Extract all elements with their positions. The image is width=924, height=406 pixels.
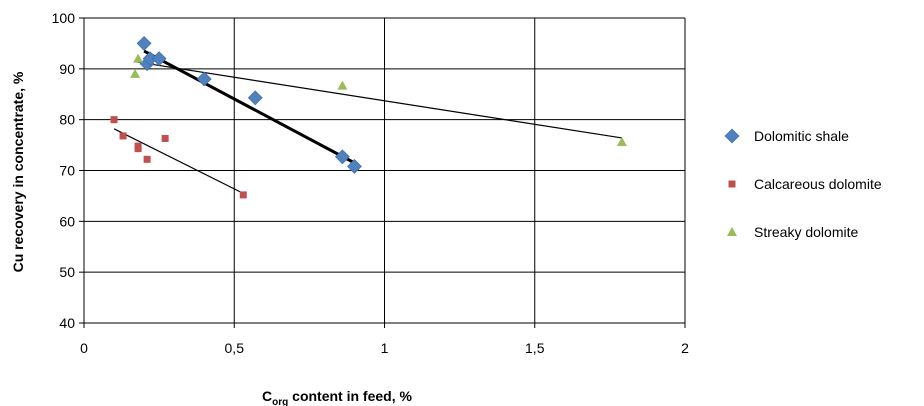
legend-label-streaky-dolomite: Streaky dolomite <box>754 224 858 240</box>
calcareous-dolomite-point <box>161 134 169 142</box>
dolomitic-shale-point <box>335 149 350 165</box>
x-tick-label: 0 <box>80 340 88 356</box>
y-tick-label: 70 <box>59 163 75 179</box>
y-tick-label: 50 <box>59 264 75 280</box>
x-axis-title-rest: content in feed, % <box>288 388 412 404</box>
legend-marker-calcareous-dolomite <box>728 180 736 188</box>
streaky-dolomite-point <box>337 80 348 90</box>
trendlines <box>113 49 622 194</box>
streaky-dolomite-trendline <box>134 61 622 139</box>
calcareous-dolomite-point <box>119 132 127 140</box>
legend-label-calcareous-dolomite: Calcareous dolomite <box>754 176 882 192</box>
data-points <box>110 35 627 199</box>
calcareous-dolomite-point <box>110 116 118 124</box>
calcareous-dolomite-point <box>134 145 142 153</box>
x-axis-title: Corg content in feed, % <box>262 388 412 406</box>
calcareous-dolomite-point <box>239 191 247 199</box>
tick-labels: 40 50 60 70 80 90 100 0 0,5 1 1,5 2 <box>52 10 689 356</box>
x-axis-title-main: C <box>262 388 272 404</box>
grid-lines <box>84 17 686 324</box>
y-tick-label: 90 <box>59 61 75 77</box>
x-tick-label: 2 <box>681 340 689 356</box>
legend-label-dolomitic-shale: Dolomitic shale <box>754 128 849 144</box>
legend-marker-dolomitic-shale <box>724 128 740 144</box>
y-axis-title: Cu recovery in concentrate, % <box>10 71 26 272</box>
x-tick-label: 0,5 <box>225 340 245 356</box>
calcareous-dolomite-point <box>143 155 151 163</box>
x-tick-label: 1 <box>381 340 389 356</box>
dolomitic-shale-point <box>151 51 167 67</box>
dolomitic-shale-trendline <box>143 49 356 165</box>
x-axis-title-subscript: org <box>272 397 288 406</box>
calcareous-dolomite-trendline <box>113 128 244 194</box>
x-tick-label: 1,5 <box>525 340 545 356</box>
streaky-dolomite-point <box>133 53 144 63</box>
dolomitic-shale-point <box>247 90 263 106</box>
dolomitic-shale-point <box>196 71 212 87</box>
legend: Dolomitic shale Calcareous dolomite Streak… <box>724 128 882 240</box>
streaky-dolomite-point <box>616 137 627 147</box>
dolomitic-shale-point <box>136 35 152 51</box>
y-tick-label: 100 <box>52 10 76 26</box>
dolomitic-shale-point <box>347 159 362 174</box>
y-tick-label: 80 <box>59 112 75 128</box>
axes <box>79 17 686 328</box>
legend-marker-streaky-dolomite <box>727 227 737 236</box>
y-tick-label: 60 <box>59 213 75 229</box>
streaky-dolomite-point <box>130 68 141 78</box>
y-tick-label: 40 <box>59 315 75 331</box>
